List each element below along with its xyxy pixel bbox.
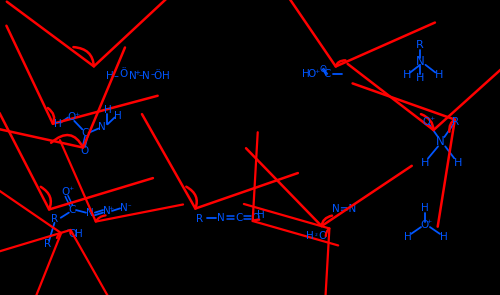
Text: H: H <box>440 232 448 242</box>
Text: H: H <box>54 119 62 129</box>
Text: O: O <box>61 187 70 197</box>
Text: H: H <box>257 210 265 220</box>
Text: –: – <box>128 202 131 208</box>
Text: H: H <box>454 158 462 168</box>
Text: N: N <box>142 71 150 81</box>
Text: ₂: ₂ <box>314 231 318 237</box>
Text: H: H <box>404 232 411 242</box>
Text: O: O <box>308 69 316 79</box>
Text: +: + <box>426 219 432 224</box>
Text: H: H <box>420 158 429 168</box>
Text: +: + <box>314 69 320 74</box>
Text: C: C <box>235 213 242 223</box>
Text: H: H <box>306 231 314 241</box>
Text: N: N <box>416 55 424 68</box>
Text: R: R <box>51 214 58 224</box>
Text: –: – <box>257 216 260 221</box>
Text: R: R <box>196 214 203 224</box>
Text: Ö: Ö <box>154 71 162 81</box>
Text: +: + <box>108 206 114 211</box>
Text: O: O <box>252 213 260 223</box>
Text: Ö: Ö <box>120 69 128 79</box>
Text: C: C <box>82 128 88 138</box>
Text: +: + <box>74 112 80 117</box>
Text: H: H <box>302 69 310 79</box>
Text: –: – <box>138 71 143 80</box>
Text: H: H <box>75 229 82 239</box>
Text: H: H <box>416 73 424 83</box>
Text: –: – <box>67 227 70 233</box>
Text: +: + <box>429 116 434 121</box>
Text: C: C <box>69 205 76 215</box>
Text: O: O <box>420 220 428 230</box>
Text: O: O <box>68 112 76 122</box>
Text: N: N <box>217 213 224 223</box>
Text: H: H <box>104 105 112 115</box>
Text: R: R <box>44 239 51 249</box>
Text: H: H <box>404 70 411 80</box>
Text: N: N <box>120 203 128 212</box>
Text: C: C <box>323 69 330 79</box>
Text: N: N <box>436 135 445 148</box>
Text: R: R <box>452 117 460 127</box>
Text: H: H <box>106 71 114 81</box>
Text: O: O <box>422 117 430 127</box>
Text: O: O <box>320 65 326 73</box>
Text: N: N <box>102 206 110 216</box>
Text: H: H <box>114 111 122 121</box>
Text: N: N <box>86 209 94 219</box>
Text: H: H <box>420 203 428 213</box>
Text: H: H <box>162 71 170 81</box>
Text: –: – <box>150 70 154 79</box>
Text: N: N <box>129 71 136 81</box>
Text: O: O <box>80 146 88 156</box>
Text: –: – <box>113 71 118 81</box>
Text: R: R <box>416 40 424 50</box>
Text: +: + <box>134 70 140 76</box>
Text: O: O <box>68 229 76 239</box>
Text: H: H <box>435 70 443 80</box>
Text: N: N <box>98 122 106 132</box>
Text: +: + <box>68 186 73 191</box>
Text: N≡N: N≡N <box>332 204 356 214</box>
Text: O: O <box>318 231 326 241</box>
